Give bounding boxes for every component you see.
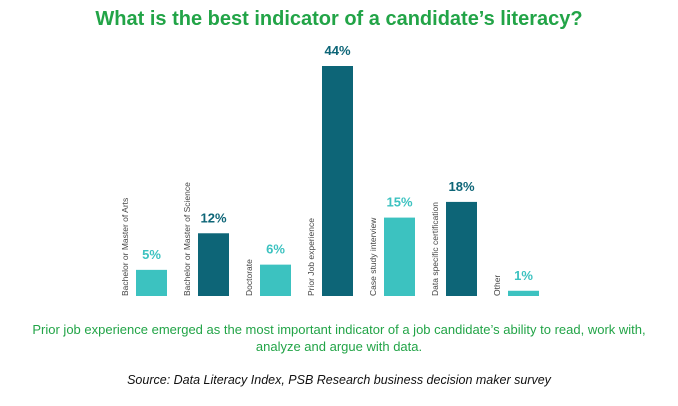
category-label-1: Bachelor or Master of Arts [120,198,130,296]
summary-text: Prior job experience emerged as the most… [32,322,646,354]
value-label-6: 18% [448,179,474,194]
value-label-3: 6% [266,242,285,257]
category-label-6: Data specific certification [430,202,440,296]
value-label-1: 5% [142,247,161,262]
value-label-7: 1% [514,268,533,283]
bar-5 [384,217,415,296]
value-label-4: 44% [324,43,350,58]
category-label-7: Other [492,275,502,296]
category-label-5: Case study interview [368,217,378,296]
bar-3 [260,264,291,296]
source-note: Source: Data Literacy Index, PSB Researc… [127,373,551,387]
bar-2 [198,233,229,296]
bar-4 [322,66,353,296]
bar-1 [136,269,167,296]
value-label-2: 12% [200,210,226,225]
chart-title: What is the best indicator of a candidat… [95,8,583,30]
value-label-5: 15% [386,195,412,210]
bar-7 [508,290,539,296]
category-label-2: Bachelor or Master of Science [182,182,192,296]
category-label-3: Doctorate [244,259,254,296]
category-label-4: Prior Job experience [306,218,316,296]
bar-6 [446,201,477,296]
